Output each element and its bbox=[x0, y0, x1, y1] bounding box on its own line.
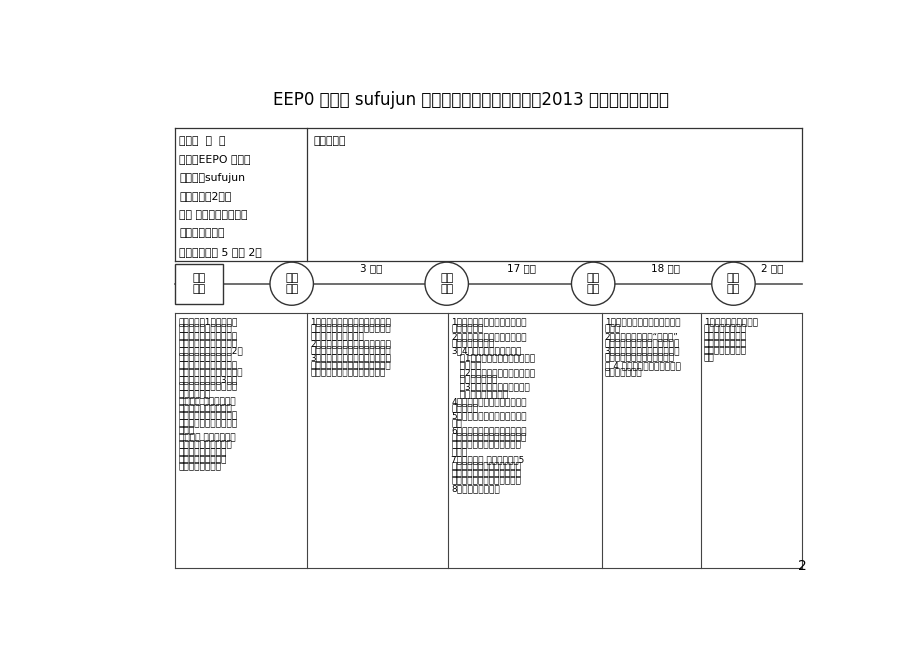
Circle shape bbox=[269, 262, 313, 305]
Text: 面的。: 面的。 bbox=[451, 448, 467, 457]
Text: 题。先让学生看图，明确要解: 题。先让学生看图，明确要解 bbox=[451, 462, 521, 471]
Text: 2 分钟: 2 分钟 bbox=[760, 263, 783, 273]
Text: 1、教师谈话，引导学生思考：今: 1、教师谈话，引导学生思考：今 bbox=[310, 318, 391, 327]
Text: 括号的作用。: 括号的作用。 bbox=[178, 390, 210, 399]
Text: 发现并提出问题以及不: 发现并提出问题以及不 bbox=[178, 441, 233, 450]
Text: 多少个面包？: 多少个面包？ bbox=[451, 325, 483, 334]
Text: 个面包？: 个面包？ bbox=[451, 361, 481, 370]
Text: 吗？: 吗？ bbox=[703, 353, 714, 363]
Text: 日期：  月  日: 日期： 月 日 bbox=[179, 136, 225, 146]
Text: 3 分钟: 3 分钟 bbox=[359, 263, 381, 273]
Text: 2、出示游乐园面包房图，问：我: 2、出示游乐园面包房图，问：我 bbox=[310, 339, 391, 348]
Text: 决的问题，并找到解决问题的: 决的问题，并找到解决问题的 bbox=[451, 469, 521, 478]
Text: 课型方式：要素组合: 课型方式：要素组合 bbox=[178, 455, 227, 464]
Text: 今天学会的知识解: 今天学会的知识解 bbox=[703, 339, 746, 348]
Text: 激趣
导入: 激趣 导入 bbox=[285, 273, 298, 294]
Text: 生在自己的书上做一做，然后: 生在自己的书上做一做，然后 bbox=[604, 353, 674, 363]
Text: 同的方法解决问题。: 同的方法解决问题。 bbox=[178, 448, 227, 457]
Text: 17 分钟: 17 分钟 bbox=[506, 263, 536, 273]
Text: 1、教师有选择地板书：：还剩: 1、教师有选择地板书：：还剩 bbox=[451, 318, 527, 327]
Text: 过学习，使学生认识到小: 过学习，使学生认识到小 bbox=[178, 383, 237, 392]
Text: 2、随堂检测：出示“做一做”: 2、随堂检测：出示“做一做” bbox=[604, 332, 678, 341]
Text: 特别强调计算时先算小括号里: 特别强调计算时先算小括号里 bbox=[451, 441, 521, 450]
Text: 教学目标：1、使学生能: 教学目标：1、使学生能 bbox=[178, 318, 238, 327]
Text: 有什么好看的，想吗？: 有什么好看的，想吗？ bbox=[310, 332, 364, 341]
Text: 师生交互订正。: 师生交互订正。 bbox=[604, 368, 641, 378]
Text: 教学重点 使学生知道可: 教学重点 使学生知道可 bbox=[178, 397, 235, 406]
Text: 在黑板上。: 在黑板上。 bbox=[451, 404, 478, 413]
Text: 班级：二（2）班: 班级：二（2）班 bbox=[179, 191, 232, 201]
Text: 好的学习习惯，初步培养: 好的学习习惯，初步培养 bbox=[178, 361, 237, 370]
Text: 算式吗？学生尝试列综合算式。: 算式吗？学生尝试列综合算式。 bbox=[451, 434, 526, 443]
Text: 题，体会解决问题策略的: 题，体会解决问题策略的 bbox=[178, 411, 237, 421]
Text: 合作
探究: 合作 探究 bbox=[439, 273, 453, 294]
Text: 学校：EEPO 训练营: 学校：EEPO 训练营 bbox=[179, 154, 251, 164]
Text: 天，我们去面包房看看，看看那里: 天，我们去面包房看看，看看那里 bbox=[310, 325, 391, 334]
Circle shape bbox=[711, 262, 754, 305]
Text: （3）选派组内代表在班中交: （3）选派组内代表在班中交 bbox=[451, 383, 529, 392]
Text: 6、你能把两个小算式写成一个: 6、你能把两个小算式写成一个 bbox=[451, 426, 527, 435]
Text: EEP0 训练营 sufujun 教师图文结构式备课教案（2013 年春季学期使用）: EEP0 训练营 sufujun 教师图文结构式备课教案（2013 年春季学期使… bbox=[273, 90, 669, 109]
Text: 18 分钟: 18 分钟 bbox=[650, 263, 679, 273]
Text: 多样性，提高解决问题的: 多样性，提高解决问题的 bbox=[178, 419, 237, 428]
Text: 授课人：sufujun: 授课人：sufujun bbox=[179, 173, 245, 183]
Text: 现问题，掌握解决问题的: 现问题，掌握解决问题的 bbox=[178, 332, 237, 341]
Text: （2）独立思考后，把自己的想: （2）独立思考后，把自己的想 bbox=[451, 368, 535, 378]
Text: （1）应该怎样计算：还剩多少: （1）应该怎样计算：还剩多少 bbox=[451, 353, 535, 363]
Text: 8、师生互动小结。: 8、师生互动小结。 bbox=[451, 484, 500, 493]
Text: 办法。指名汇报与交流订正。: 办法。指名汇报与交流订正。 bbox=[451, 477, 521, 486]
Text: 学生发现问题，提出问题、: 学生发现问题，提出问题、 bbox=[178, 368, 243, 378]
Text: 2: 2 bbox=[798, 559, 806, 574]
Text: 1、通过今天这节课，: 1、通过今天这节课， bbox=[703, 318, 757, 327]
Text: 本领？你能把我们: 本领？你能把我们 bbox=[703, 332, 746, 341]
Text: 教学难点 从不同的角度: 教学难点 从不同的角度 bbox=[178, 434, 235, 443]
Text: 标题：解决问题: 标题：解决问题 bbox=[179, 229, 224, 238]
Text: 以用不同的方法解决问: 以用不同的方法解决问 bbox=[178, 404, 233, 413]
Text: 3、让学生观察画面，提出问题。: 3、让学生观察画面，提出问题。 bbox=[310, 353, 391, 363]
Text: 3、做练习一的有关习题，让学: 3、做练习一的有关习题，让学 bbox=[604, 346, 679, 355]
Text: 7、随堂检测 完成练习一第5: 7、随堂检测 完成练习一第5 bbox=[451, 455, 524, 464]
Text: 课堂
总结: 课堂 总结 bbox=[726, 273, 739, 294]
Text: 2、引导观察并了解信息：从图: 2、引导观察并了解信息：从图 bbox=[451, 332, 527, 341]
Text: 4、把学生解决问题的方法记录: 4、把学生解决问题的方法记录 bbox=[451, 397, 527, 406]
Text: 1、课堂互动小游戏：我会编应: 1、课堂互动小游戏：我会编应 bbox=[604, 318, 679, 327]
FancyBboxPatch shape bbox=[176, 264, 223, 304]
Text: 从具体的生活情境中发: 从具体的生活情境中发 bbox=[178, 325, 233, 334]
Text: 法在组内交流。: 法在组内交流。 bbox=[451, 376, 497, 385]
Text: 步骤和方法，知道可以用: 步骤和方法，知道可以用 bbox=[178, 339, 237, 348]
Text: 练习
巳固: 练习 巳固 bbox=[586, 273, 599, 294]
Text: 流解决问题的方法。: 流解决问题的方法。 bbox=[451, 390, 508, 399]
Text: 我们又学到了什么: 我们又学到了什么 bbox=[703, 325, 746, 334]
Text: 教学反思：: 教学反思： bbox=[313, 136, 346, 146]
Text: 课时形态：标准课: 课时形态：标准课 bbox=[178, 462, 221, 471]
Text: 内容：课本第 5 页例 2。: 内容：课本第 5 页例 2。 bbox=[179, 247, 262, 256]
Text: 培养学生认真观察等良: 培养学生认真观察等良 bbox=[178, 353, 233, 363]
Text: 能力。: 能力。 bbox=[178, 426, 195, 435]
Text: 包？学生自由发言，提出问题。: 包？学生自由发言，提出问题。 bbox=[310, 368, 385, 378]
Text: 不同的方法解决问题。2、: 不同的方法解决问题。2、 bbox=[178, 346, 243, 355]
Text: 的练习。同桌交流，师生交互。: 的练习。同桌交流，师生交互。 bbox=[604, 339, 679, 348]
Text: 5、引导学生比较两种方法的异: 5、引导学生比较两种方法的异 bbox=[451, 411, 527, 421]
Circle shape bbox=[571, 262, 614, 305]
Text: 中你知道了什么？: 中你知道了什么？ bbox=[451, 339, 494, 348]
Text: 同。: 同。 bbox=[451, 419, 461, 428]
Text: 们看看图中的小朋友们在做什么？: 们看看图中的小朋友们在做什么？ bbox=[310, 346, 391, 355]
Text: 在 4 人小组内交流，指名汇报: 在 4 人小组内交流，指名汇报 bbox=[604, 361, 680, 370]
Text: 决我们身边的问题: 决我们身边的问题 bbox=[703, 346, 746, 355]
Text: 教师适当启发引导：还剩多少个面: 教师适当启发引导：还剩多少个面 bbox=[310, 361, 391, 370]
Text: 教学
要素: 教学 要素 bbox=[193, 273, 206, 294]
Text: 用题。: 用题。 bbox=[604, 325, 620, 334]
Text: 学科 二年级第四册数学: 学科 二年级第四册数学 bbox=[179, 210, 247, 220]
Text: 3、4人小组交流讨论学习。: 3、4人小组交流讨论学习。 bbox=[451, 346, 521, 355]
Text: 解决问题的能力。3、通: 解决问题的能力。3、通 bbox=[178, 376, 238, 385]
Circle shape bbox=[425, 262, 468, 305]
